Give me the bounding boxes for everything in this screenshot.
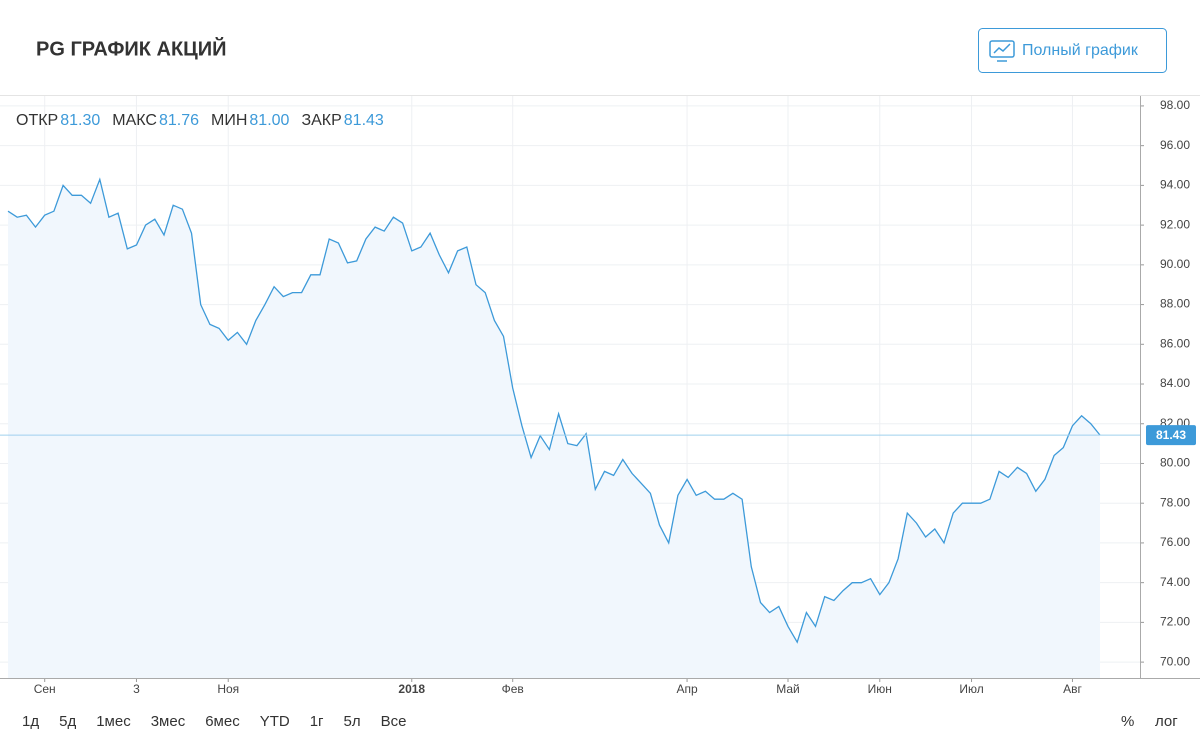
range-button[interactable]: YTD xyxy=(260,713,290,730)
ohlc-value: 81.76 xyxy=(159,112,199,129)
range-button[interactable]: 1г xyxy=(310,713,324,730)
button-icon[interactable] xyxy=(993,43,1011,54)
price-line xyxy=(7,177,1101,644)
y-tick-label: 74.00 xyxy=(1160,575,1190,589)
ohlc-name: МИН xyxy=(211,112,247,129)
button-icon[interactable] xyxy=(989,40,1015,58)
y-tick-label: 88.00 xyxy=(1160,297,1190,311)
range-button[interactable]: 5д xyxy=(59,713,76,730)
range-button[interactable]: 1мес xyxy=(96,713,131,730)
price-tag-label: 81.43 xyxy=(1156,428,1186,442)
ohlc-name: МАКС xyxy=(112,112,157,129)
x-tick-label: Июн xyxy=(868,682,892,696)
y-tick-label: 96.00 xyxy=(1160,138,1190,152)
range-button[interactable]: 6мес xyxy=(205,713,240,730)
y-tick-label: 80.00 xyxy=(1160,456,1190,470)
area xyxy=(8,179,1100,678)
y-tick-label: 84.00 xyxy=(1160,376,1190,390)
x-tick-label: Май xyxy=(776,682,800,696)
y-tick-label: 78.00 xyxy=(1160,495,1190,509)
ohlc-name: ЗАКР xyxy=(301,112,341,129)
y-tick-label: 70.00 xyxy=(1160,654,1190,668)
x-tick-label: 2018 xyxy=(398,682,425,696)
x-tick-label: Авг xyxy=(1063,682,1082,696)
y-tick-label: 86.00 xyxy=(1160,336,1190,350)
range-button[interactable]: 3мес xyxy=(151,713,186,730)
x-tick-label: Ноя xyxy=(217,682,239,696)
x-tick-label: Июл xyxy=(959,682,983,696)
y-tick-label: 98.00 xyxy=(1160,98,1190,112)
ohlc-value: 81.43 xyxy=(344,112,384,129)
button-frame[interactable] xyxy=(978,28,1167,73)
x-tick-label: Сен xyxy=(34,682,56,696)
range-button[interactable]: 5л xyxy=(344,713,361,730)
x-tick-label: 3 xyxy=(133,682,140,696)
title: PG ГРАФИК АКЦИЙ xyxy=(36,36,227,60)
range-button[interactable]: Все xyxy=(381,713,407,730)
ohlc-value: 81.30 xyxy=(60,112,100,129)
y-tick-label: 94.00 xyxy=(1160,178,1190,192)
scale-option[interactable]: % xyxy=(1121,713,1134,730)
range-button[interactable]: 1д xyxy=(22,713,39,730)
button-label[interactable]: Полный график xyxy=(1022,42,1139,59)
ohlc-name: ОТКР xyxy=(16,112,58,129)
x-tick-label: Апр xyxy=(676,682,698,696)
y-tick-label: 76.00 xyxy=(1160,535,1190,549)
y-tick-label: 90.00 xyxy=(1160,257,1190,271)
price-tag xyxy=(1146,425,1196,446)
ohlc-value: 81.00 xyxy=(249,112,289,129)
full-chart-button[interactable]: Полный график xyxy=(978,28,1167,73)
scale-option[interactable]: лог xyxy=(1155,713,1178,730)
y-tick-label: 92.00 xyxy=(1160,217,1190,231)
y-tick-label: 72.00 xyxy=(1160,615,1190,629)
x-tick-label: Фев xyxy=(502,682,524,696)
